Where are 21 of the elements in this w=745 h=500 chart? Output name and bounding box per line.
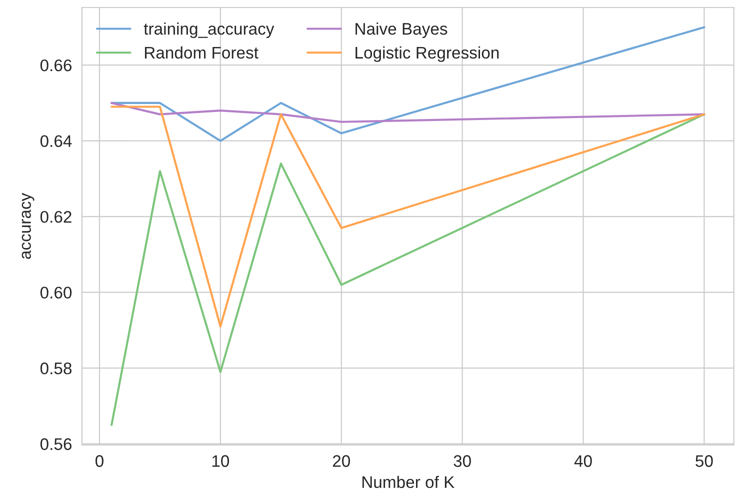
line-series	[110, 102, 706, 123]
y-tick-label: 0.60	[40, 286, 72, 299]
legend-label: Random Forest	[144, 46, 258, 59]
x-tick-label: 40	[574, 455, 592, 467]
x-tick-label: 0	[96, 455, 104, 467]
line-series	[110, 106, 706, 328]
y-tick-label: 0.58	[40, 362, 72, 374]
y-tick-label: 0.66	[40, 59, 72, 72]
legend-label: Logistic Regression	[356, 46, 499, 62]
x-tick-label: 20	[332, 455, 350, 467]
x-tick-label: 50	[696, 455, 713, 467]
legend-label: Naive Bayes	[356, 22, 448, 38]
y-tick-label: 0.56	[40, 438, 72, 450]
x-axis-title: Number of K	[362, 476, 454, 488]
line-series	[110, 113, 706, 426]
y-tick-label: 0.64	[40, 135, 72, 148]
x-tick-label: 10	[212, 455, 230, 467]
y-tick-label: 0.62	[40, 210, 72, 223]
legend-label: training_accuracy	[144, 22, 274, 38]
x-tick-label: 30	[454, 455, 471, 467]
y-axis-title: accuracy	[22, 192, 34, 259]
